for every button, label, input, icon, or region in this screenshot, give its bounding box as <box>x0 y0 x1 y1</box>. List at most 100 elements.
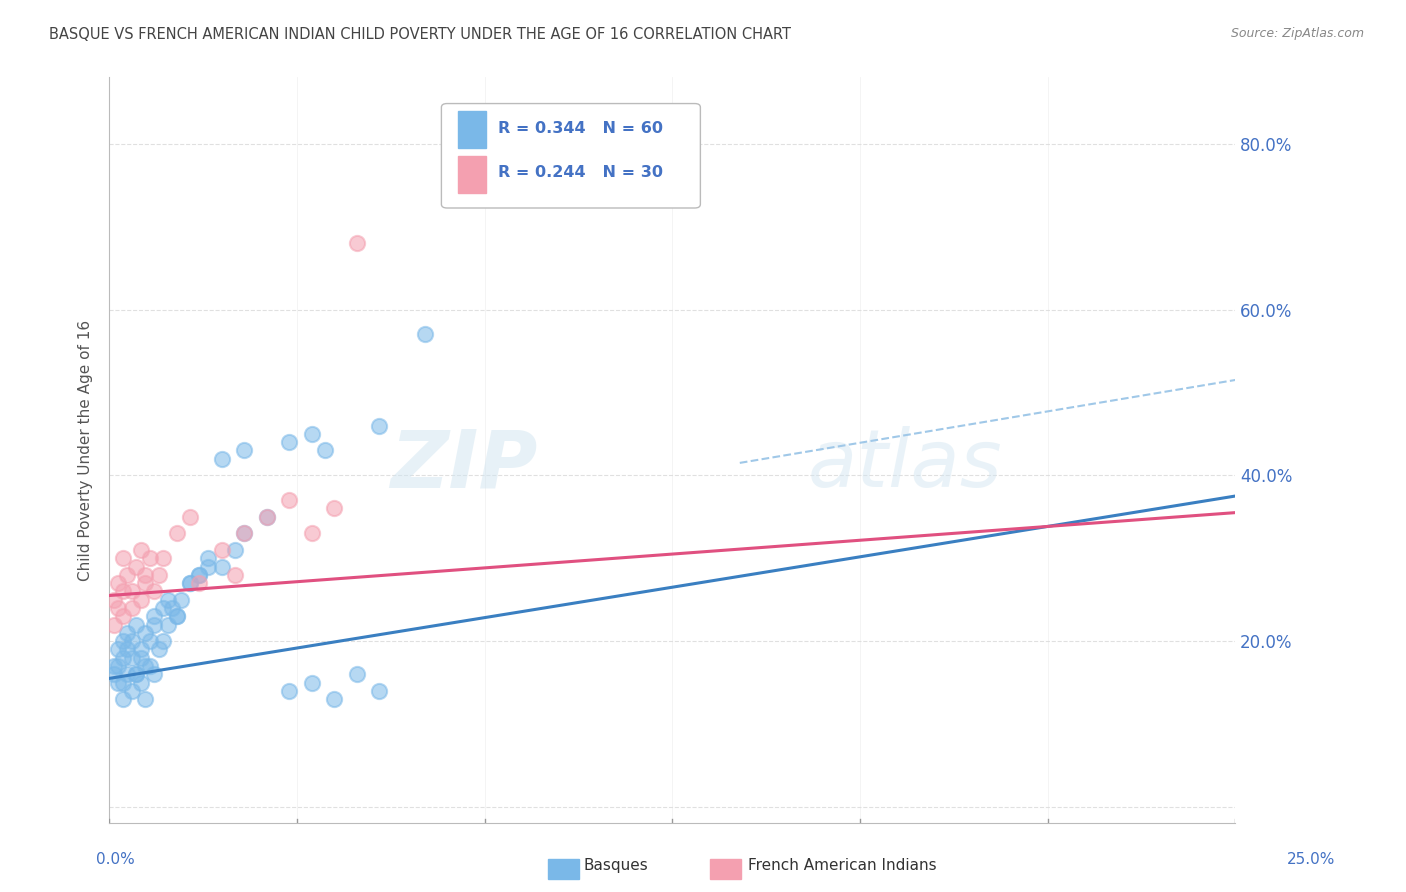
Point <box>134 576 156 591</box>
Point <box>121 634 143 648</box>
Text: atlas: atlas <box>807 426 1002 504</box>
Point <box>148 642 170 657</box>
Point <box>256 509 278 524</box>
Point <box>156 592 179 607</box>
Point <box>103 667 125 681</box>
Point <box>111 634 134 648</box>
Point <box>166 609 188 624</box>
Text: French American Indians: French American Indians <box>748 858 936 872</box>
Text: 0.0%: 0.0% <box>96 852 135 867</box>
Point <box>121 650 143 665</box>
Point <box>103 592 125 607</box>
Point <box>129 543 152 558</box>
Point <box>301 675 323 690</box>
Point <box>179 576 201 591</box>
Point <box>197 551 219 566</box>
Point <box>111 584 134 599</box>
Point <box>179 576 201 591</box>
Point <box>111 692 134 706</box>
Point <box>107 601 129 615</box>
Point <box>323 501 346 516</box>
Point <box>152 601 174 615</box>
Point <box>103 659 125 673</box>
Point <box>107 576 129 591</box>
Point <box>139 634 162 648</box>
Point <box>346 667 368 681</box>
Text: R = 0.344   N = 60: R = 0.344 N = 60 <box>498 120 662 136</box>
Point <box>117 667 139 681</box>
Point <box>197 559 219 574</box>
Point <box>170 592 193 607</box>
Point <box>233 526 256 541</box>
Point <box>111 551 134 566</box>
Point <box>134 659 156 673</box>
Point <box>143 584 166 599</box>
Point <box>111 650 134 665</box>
Point <box>188 567 211 582</box>
Point <box>179 509 201 524</box>
Point <box>148 567 170 582</box>
Point <box>125 667 148 681</box>
Point <box>233 526 256 541</box>
Text: 25.0%: 25.0% <box>1288 852 1336 867</box>
Point <box>224 567 246 582</box>
Point <box>278 435 301 450</box>
Point <box>211 559 233 574</box>
Point <box>139 659 162 673</box>
Point <box>117 642 139 657</box>
Point <box>301 426 323 441</box>
Point <box>368 418 391 433</box>
Point <box>117 625 139 640</box>
Point <box>368 683 391 698</box>
Point <box>211 543 233 558</box>
Point <box>233 443 256 458</box>
Point <box>301 526 323 541</box>
Point <box>346 236 368 251</box>
Text: R = 0.244   N = 30: R = 0.244 N = 30 <box>498 165 662 180</box>
Point <box>323 692 346 706</box>
Point <box>121 683 143 698</box>
Point <box>121 601 143 615</box>
Point <box>156 617 179 632</box>
Point <box>125 559 148 574</box>
Point <box>413 327 436 342</box>
Point <box>211 451 233 466</box>
Point <box>188 576 211 591</box>
Point <box>134 567 156 582</box>
Point <box>143 617 166 632</box>
Point <box>314 443 336 458</box>
Point <box>256 509 278 524</box>
Bar <box>458 111 486 148</box>
Point <box>152 634 174 648</box>
Point <box>139 551 162 566</box>
Point <box>107 642 129 657</box>
Point <box>152 551 174 566</box>
Point <box>143 667 166 681</box>
Point <box>166 609 188 624</box>
Point <box>111 675 134 690</box>
Point <box>166 526 188 541</box>
Point <box>129 592 152 607</box>
Y-axis label: Child Poverty Under the Age of 16: Child Poverty Under the Age of 16 <box>79 320 93 581</box>
Point <box>129 675 152 690</box>
Point <box>143 609 166 624</box>
Point <box>188 567 211 582</box>
Point <box>117 567 139 582</box>
Point <box>129 650 152 665</box>
Point <box>125 667 148 681</box>
Point <box>121 584 143 599</box>
Point <box>111 609 134 624</box>
Point <box>278 493 301 508</box>
Point <box>278 683 301 698</box>
Point <box>107 659 129 673</box>
Text: Basques: Basques <box>583 858 648 872</box>
Point <box>103 617 125 632</box>
Text: Source: ZipAtlas.com: Source: ZipAtlas.com <box>1230 27 1364 40</box>
Point <box>107 675 129 690</box>
Text: ZIP: ZIP <box>389 426 537 504</box>
Point <box>224 543 246 558</box>
Text: BASQUE VS FRENCH AMERICAN INDIAN CHILD POVERTY UNDER THE AGE OF 16 CORRELATION C: BASQUE VS FRENCH AMERICAN INDIAN CHILD P… <box>49 27 792 42</box>
Point <box>129 642 152 657</box>
Point <box>134 692 156 706</box>
Point <box>125 617 148 632</box>
